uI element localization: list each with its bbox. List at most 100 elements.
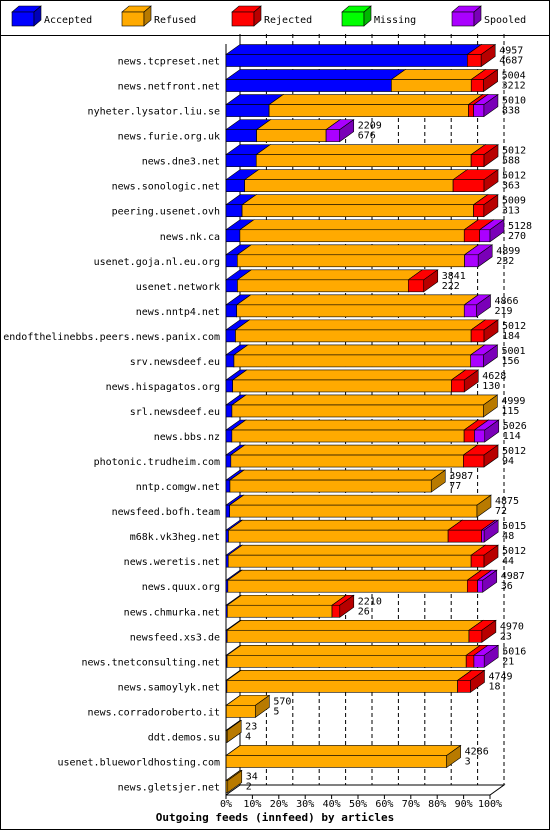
value-accepted-2: 838 xyxy=(502,106,520,117)
value-accepted-29: 2 xyxy=(246,781,252,792)
value-total-3: 2209 xyxy=(358,121,382,132)
value-accepted-11: 184 xyxy=(502,331,520,342)
value-total-10: 4866 xyxy=(495,296,519,307)
value-total-20: 5012 xyxy=(502,546,526,557)
floor xyxy=(226,784,506,796)
value-total-5: 5012 xyxy=(502,171,526,182)
row-label-22: news.chmurka.net xyxy=(124,607,220,618)
x-tick-label-6: 60% xyxy=(375,799,393,810)
bar-segment-rejected-0 xyxy=(466,43,497,68)
value-total-4: 5012 xyxy=(502,146,526,157)
row-label-13: news.hispagatos.org xyxy=(106,382,220,393)
value-total-25: 4749 xyxy=(488,671,512,682)
value-total-11: 5012 xyxy=(502,321,526,332)
bar-segment-accepted-1 xyxy=(225,68,407,93)
bar-segment-rejected-6 xyxy=(472,194,499,218)
row-label-6: peering.usenet.ovh xyxy=(112,207,220,218)
bar-segment-rejected-22 xyxy=(331,594,355,618)
x-tick-label-4: 40% xyxy=(323,799,341,810)
legend-swatch-missing xyxy=(341,5,372,27)
bar-segment-spooled-2 xyxy=(472,94,499,118)
legend-separator xyxy=(1,35,549,36)
row-label-23: newsfeed.xs3.de xyxy=(130,632,220,643)
x-tick-label-5: 50% xyxy=(349,799,367,810)
bar-segment-refused-26 xyxy=(225,694,271,718)
value-accepted-17: 77 xyxy=(449,481,461,492)
bar-segment-refused-2 xyxy=(268,94,484,118)
value-total-9: 3841 xyxy=(442,271,466,282)
row-label-29: news.gletsjer.net xyxy=(118,782,220,793)
value-accepted-23: 23 xyxy=(500,631,512,642)
x-tick-label-10: 100% xyxy=(478,799,502,810)
value-accepted-5: 363 xyxy=(502,181,520,192)
value-accepted-3: 676 xyxy=(358,131,376,142)
row-label-7: news.nk.ca xyxy=(160,232,220,243)
value-total-17: 3987 xyxy=(449,471,473,482)
row-label-9: usenet.network xyxy=(136,282,220,293)
bar-segment-refused-14 xyxy=(230,394,499,418)
bar-segment-rejected-9 xyxy=(407,269,439,293)
x-tick-label-7: 70% xyxy=(402,799,420,810)
bar-segment-refused-24 xyxy=(226,644,482,668)
bar-segment-refused-10 xyxy=(235,294,480,318)
row-label-16: photonic.trudheim.com xyxy=(94,457,220,468)
value-accepted-20: 44 xyxy=(502,556,514,567)
row-label-2: nyheter.lysator.liu.se xyxy=(88,107,220,118)
value-total-2: 5010 xyxy=(502,96,526,107)
bar-segment-spooled-8 xyxy=(463,244,494,268)
bar-segment-refused-5 xyxy=(243,169,469,193)
value-accepted-18: 72 xyxy=(495,506,507,517)
bar-segment-refused-9 xyxy=(236,269,424,293)
value-total-15: 5026 xyxy=(503,421,527,432)
x-tick-label-0: 0% xyxy=(220,799,232,810)
bar-segment-refused-22 xyxy=(226,594,347,618)
row-label-14: srl.newsdeef.eu xyxy=(130,407,220,418)
row-label-0: news.tcpreset.net xyxy=(118,57,220,68)
value-total-28: 4286 xyxy=(465,746,489,757)
value-total-12: 5001 xyxy=(501,346,525,357)
bar-segment-accepted-0 xyxy=(225,43,483,68)
bar-segment-rejected-5 xyxy=(452,169,499,193)
bar-segment-spooled-24 xyxy=(473,644,500,668)
legend-swatch-accepted xyxy=(11,5,42,27)
bar-segment-refused-15 xyxy=(230,419,480,443)
value-accepted-26: 5 xyxy=(273,706,279,717)
value-accepted-12: 156 xyxy=(501,356,519,367)
value-total-19: 5015 xyxy=(502,521,526,532)
x-tick-label-1: 10% xyxy=(243,799,261,810)
bar-segment-rejected-4 xyxy=(470,144,499,168)
bar-segment-refused-23 xyxy=(226,619,484,643)
bar-segment-rejected-1 xyxy=(470,68,499,93)
value-accepted-0: 4687 xyxy=(499,56,523,67)
value-accepted-24: 21 xyxy=(502,656,514,667)
x-axis-title: Outgoing feeds (innfeed) by articles xyxy=(156,811,394,824)
value-accepted-21: 36 xyxy=(501,581,513,592)
x-tick-label-8: 80% xyxy=(428,799,446,810)
value-accepted-19: 48 xyxy=(502,531,514,542)
legend-swatch-refused xyxy=(121,5,152,27)
value-total-0: 4957 xyxy=(499,46,523,57)
bar-segment-rejected-20 xyxy=(470,544,499,568)
bar-segment-rejected-23 xyxy=(468,619,497,643)
value-total-8: 4899 xyxy=(496,246,520,257)
value-total-16: 5012 xyxy=(502,446,526,457)
row-label-1: news.netfront.net xyxy=(118,82,220,93)
bar-segment-refused-13 xyxy=(231,369,467,393)
value-accepted-27: 4 xyxy=(245,731,251,742)
row-label-17: nntp.comgw.net xyxy=(136,482,220,493)
legend-label-accepted: Accepted xyxy=(44,15,92,26)
value-accepted-6: 313 xyxy=(502,206,520,217)
value-total-21: 4987 xyxy=(501,571,525,582)
legend-label-refused: Refused xyxy=(154,15,196,26)
value-total-22: 2210 xyxy=(358,596,382,607)
bar-segment-refused-21 xyxy=(226,569,483,593)
bar-segment-refused-28 xyxy=(225,744,462,769)
bar-segment-refused-17 xyxy=(229,469,447,493)
value-accepted-28: 3 xyxy=(465,756,471,767)
row-label-28: usenet.blueworldhosting.com xyxy=(57,757,220,768)
value-total-23: 4970 xyxy=(500,621,524,632)
bar-segment-spooled-3 xyxy=(325,119,355,143)
value-accepted-8: 232 xyxy=(496,256,514,267)
value-accepted-16: 94 xyxy=(502,456,514,467)
bar-segment-refused-16 xyxy=(229,444,479,468)
